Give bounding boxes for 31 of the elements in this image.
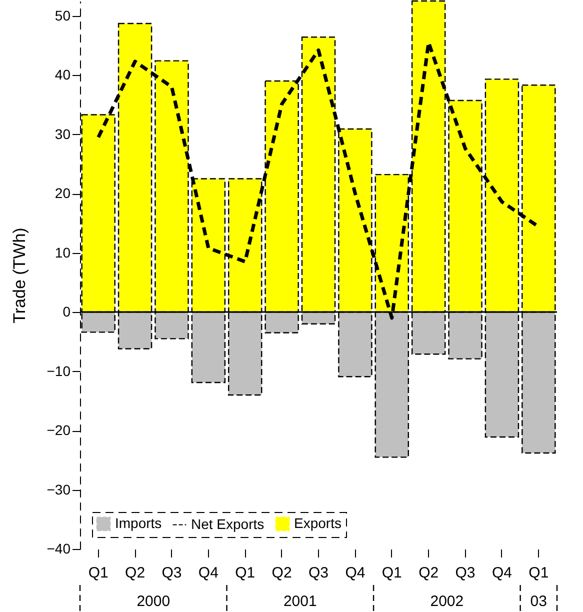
text: 2002 — [430, 593, 464, 610]
legend-label: Net Exports — [191, 516, 264, 532]
y-tick-label: 0 — [62, 304, 71, 320]
text: 2001 — [283, 593, 317, 610]
y-tick-label: −40 — [46, 540, 71, 556]
x-tick-label: Q3 — [162, 564, 182, 582]
y-tick-label: −20 — [46, 422, 71, 438]
x-tick-label: Q2 — [125, 564, 146, 582]
legend-label: Imports — [115, 514, 162, 531]
text: 03 — [530, 593, 547, 610]
x-tick-label: Q3 — [455, 564, 476, 582]
x-tick-label: Q4 — [198, 564, 218, 582]
x-tick-label: Q1 — [528, 564, 549, 582]
x-tick-label: Q1 — [88, 564, 108, 582]
x-tick-label: Q4 — [492, 564, 512, 582]
y-tick-label: −30 — [46, 481, 71, 498]
y-tick-label: 20 — [54, 185, 71, 202]
y-tick-label: 50 — [54, 7, 71, 24]
x-tick-label: Q3 — [308, 564, 329, 582]
legend-label: Exports — [294, 514, 342, 531]
y-tick-label: 40 — [54, 66, 71, 83]
x-tick-label: Q2 — [272, 564, 292, 582]
x-tick-label: Q4 — [345, 564, 366, 582]
y-axis-title: Trade (TWh) — [10, 228, 29, 324]
text: 2000 — [136, 593, 170, 610]
x-tick-label: Q2 — [418, 564, 439, 582]
y-tick-label: 30 — [54, 126, 71, 142]
x-tick-label: Q1 — [382, 564, 402, 582]
y-tick-label: −10 — [46, 362, 71, 379]
y-tick-label: 10 — [54, 244, 71, 260]
x-tick-label: Q1 — [235, 564, 256, 582]
